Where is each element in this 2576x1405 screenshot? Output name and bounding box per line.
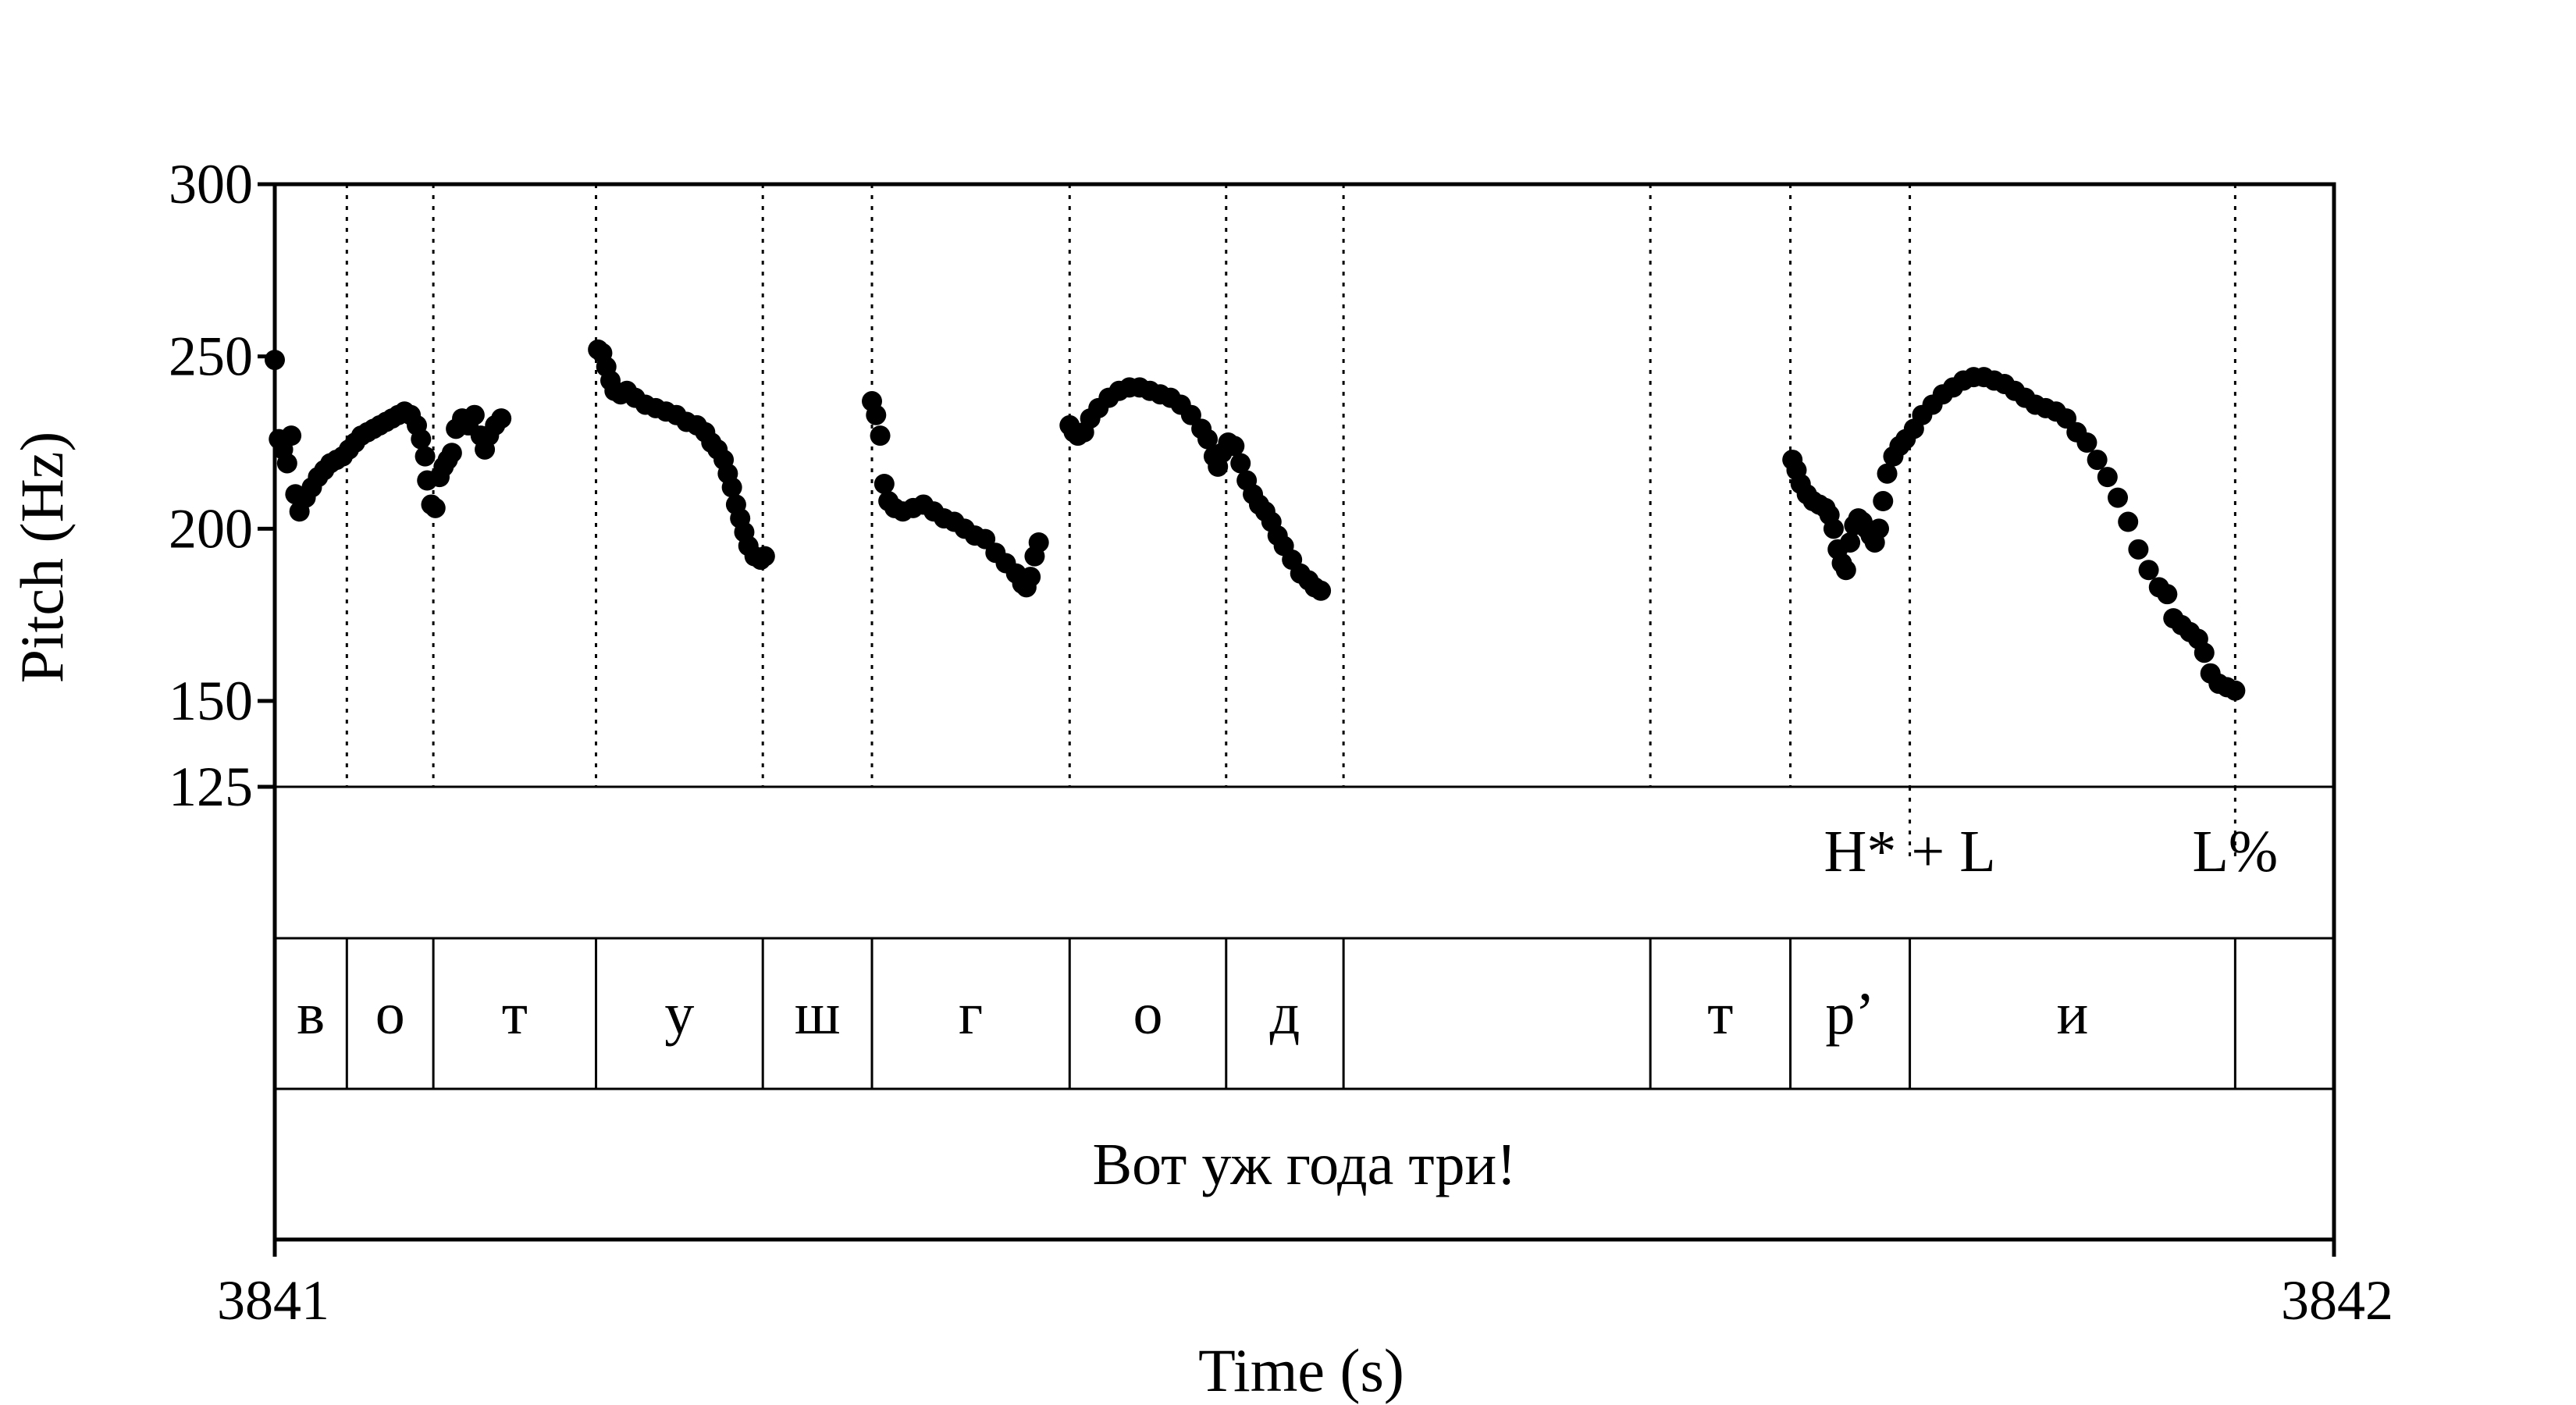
pitch-point [1840, 532, 1861, 553]
text-layer: Pitch (Hz) Time (s) 3841 3842 Вот уж год… [8, 153, 2393, 1404]
phone-label: т [1707, 981, 1733, 1047]
pitch-point [415, 446, 436, 467]
pitch-point [2128, 539, 2149, 560]
x-axis-title: Time (s) [1198, 1336, 1404, 1404]
x-tick-label-end: 3842 [2281, 1269, 2393, 1332]
pitch-point [1869, 518, 1890, 539]
pitch-point [1224, 436, 1245, 457]
boundary-layer [345, 184, 2236, 1089]
pitch-point [1197, 429, 1219, 450]
pitch-point [873, 473, 895, 494]
phone-label: в [297, 981, 325, 1047]
y-axis-title: Pitch (Hz) [8, 432, 76, 684]
plot-border [272, 182, 2336, 1242]
pitch-point [2157, 584, 2178, 605]
sentence-label: Вот уж года три! [1092, 1132, 1516, 1197]
pitch-point [491, 408, 512, 429]
phone-label: г [959, 981, 983, 1047]
y-tick-label: 250 [169, 325, 253, 388]
pitch-point [1020, 567, 1041, 588]
y-tick-label: 200 [169, 497, 253, 560]
pitch-points [265, 339, 2246, 701]
pitch-point [721, 477, 742, 498]
pitch-point [754, 546, 775, 567]
pitch-point [866, 404, 887, 425]
phone-label: ш [795, 981, 841, 1047]
pitch-point [870, 425, 891, 446]
tone-label: L% [2193, 819, 2279, 884]
pitch-point [2118, 511, 2139, 532]
phone-label: т [502, 981, 528, 1047]
phone-label: о [375, 981, 405, 1047]
pitch-point [2087, 450, 2108, 471]
y-tick-label: 300 [169, 153, 253, 215]
y-tick-label: 125 [169, 756, 253, 818]
pitch-point [464, 404, 485, 425]
pitch-point [1028, 532, 1049, 553]
pitch-point [441, 443, 462, 464]
pitch-point [975, 528, 996, 550]
pitch-point [1180, 404, 1201, 425]
y-tick-label: 150 [169, 670, 253, 732]
pitch-point [1311, 580, 1332, 601]
phone-label: о [1133, 981, 1163, 1047]
pitch-point [2108, 487, 2129, 508]
pitch-point [281, 425, 302, 446]
pitch-point [425, 497, 446, 518]
pitch-point [2138, 560, 2159, 581]
phone-label: у [664, 981, 694, 1047]
pitch-point [2225, 680, 2246, 701]
pitch-point [1823, 518, 1844, 539]
pitch-point [2194, 642, 2215, 663]
pitch-point [1873, 491, 1894, 512]
pitch-point [1230, 453, 1251, 474]
pitch-point [276, 453, 297, 474]
pitch-point [2056, 408, 2077, 429]
tone-label: H* + L [1823, 819, 1995, 884]
pitch-point [411, 429, 432, 450]
pitch-point [2076, 432, 2097, 453]
pitch-point [1877, 463, 1898, 484]
x-tick-label-start: 3841 [217, 1269, 329, 1332]
pitch-point [1835, 560, 1856, 581]
plot-frame [258, 182, 2336, 1257]
phone-label: д [1270, 981, 1300, 1047]
phone-label: и [2057, 981, 2089, 1047]
phone-label: р’ [1825, 981, 1874, 1047]
pitch-point [2097, 467, 2118, 488]
